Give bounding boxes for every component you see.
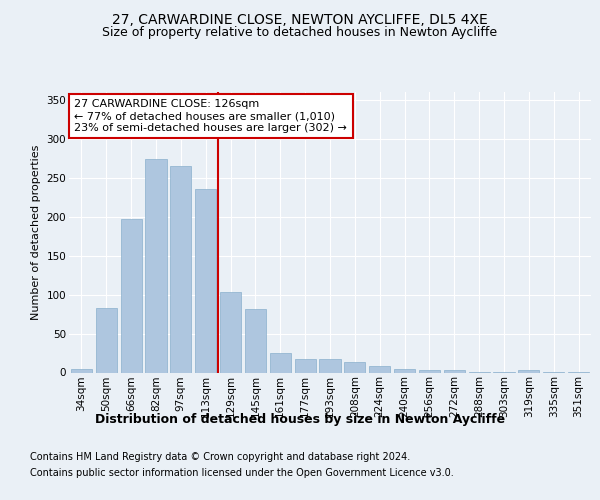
- Bar: [195, 189, 216, 372]
- Bar: [295, 358, 316, 372]
- Text: Contains HM Land Registry data © Crown copyright and database right 2024.: Contains HM Land Registry data © Crown c…: [30, 452, 410, 462]
- Text: Size of property relative to detached houses in Newton Aycliffe: Size of property relative to detached ho…: [103, 26, 497, 39]
- Bar: [220, 292, 241, 372]
- Text: 27 CARWARDINE CLOSE: 126sqm
← 77% of detached houses are smaller (1,010)
23% of : 27 CARWARDINE CLOSE: 126sqm ← 77% of det…: [74, 100, 347, 132]
- Bar: [245, 308, 266, 372]
- Bar: [170, 166, 191, 372]
- Bar: [121, 220, 142, 372]
- Bar: [344, 362, 365, 372]
- Text: Distribution of detached houses by size in Newton Aycliffe: Distribution of detached houses by size …: [95, 412, 505, 426]
- Bar: [419, 370, 440, 372]
- Bar: [145, 158, 167, 372]
- Bar: [394, 368, 415, 372]
- Y-axis label: Number of detached properties: Number of detached properties: [31, 145, 41, 320]
- Bar: [270, 353, 291, 372]
- Bar: [369, 366, 390, 372]
- Bar: [518, 370, 539, 372]
- Bar: [71, 368, 92, 372]
- Text: 27, CARWARDINE CLOSE, NEWTON AYCLIFFE, DL5 4XE: 27, CARWARDINE CLOSE, NEWTON AYCLIFFE, D…: [112, 12, 488, 26]
- Text: Contains public sector information licensed under the Open Government Licence v3: Contains public sector information licen…: [30, 468, 454, 478]
- Bar: [96, 308, 117, 372]
- Bar: [444, 370, 465, 372]
- Bar: [319, 358, 341, 372]
